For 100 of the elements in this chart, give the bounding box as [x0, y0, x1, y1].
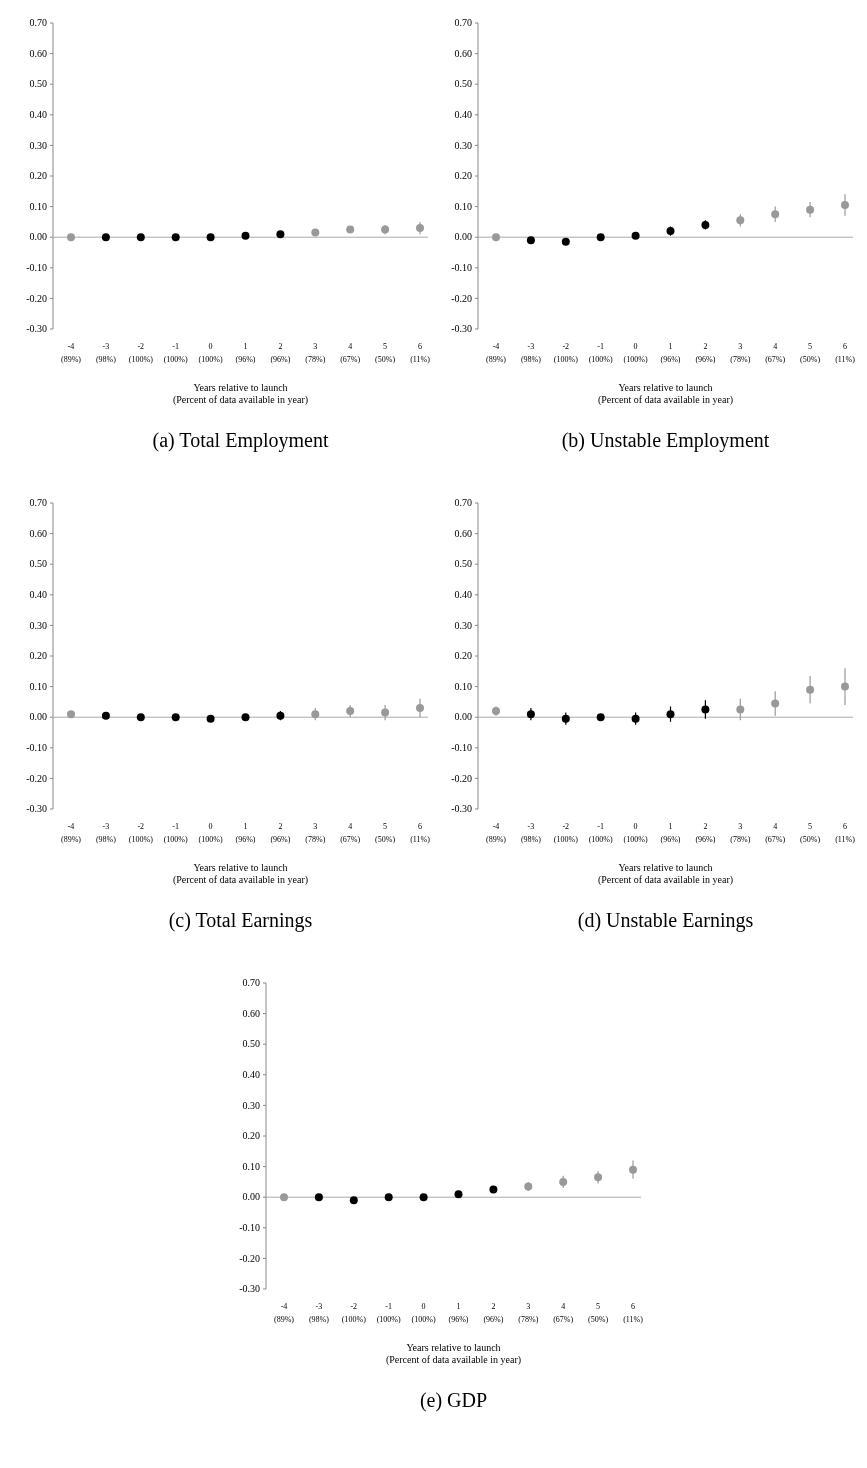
- x-tick-label: -1 (100%): [163, 342, 189, 364]
- y-tick-label: 0.60: [29, 47, 47, 59]
- x-tick-label: 6 (11%): [410, 822, 431, 844]
- text: (d) Unstable Earnings: [577, 909, 754, 932]
- y-tick-label: -0.10: [451, 262, 472, 273]
- y-tick-label: -0.10: [451, 742, 472, 753]
- text: (a) Total Employment: [152, 429, 329, 452]
- x-tick-label: 2 (96%): [270, 822, 291, 844]
- x-tick-label: -2 (100%): [553, 822, 579, 844]
- y-tick-label: 0.50: [454, 78, 472, 90]
- y-tick-label: 0.10: [454, 680, 472, 692]
- x-tick-label: -1 (100%): [588, 342, 614, 364]
- x-tick-label: 2 (96%): [695, 342, 716, 364]
- x-tick-label: 0 (100%): [198, 342, 223, 364]
- y-tick-label: 0.00: [242, 1191, 260, 1203]
- y-tick-label: 0.00: [29, 711, 47, 723]
- x-tick-label: 2 (96%): [483, 1302, 504, 1324]
- y-tick-label: 0.50: [29, 78, 47, 90]
- y-tick-label: 0.10: [242, 1160, 260, 1172]
- y-tick-label: -0.10: [26, 742, 47, 753]
- y-tick-label: 0.40: [29, 109, 47, 120]
- x-tick-label: 0 (100%): [198, 822, 223, 844]
- y-tick-label: 0.20: [454, 650, 472, 662]
- x-tick-label: 1 (96%): [235, 342, 256, 364]
- y-tick-label: 0.30: [242, 1099, 260, 1111]
- y-tick-label: -0.10: [26, 262, 47, 273]
- y-tick-label: 0.60: [454, 527, 472, 539]
- x-tick-label: 4 (67%): [340, 822, 361, 844]
- x-tick-label: 0 (100%): [411, 1302, 436, 1324]
- x-tick-label: 5 (50%): [375, 822, 396, 844]
- x-tick-label: -1 (100%): [376, 1302, 402, 1324]
- y-tick-label: 0.10: [454, 200, 472, 212]
- x-tick-label: -1 (100%): [588, 822, 614, 844]
- y-tick-label: -0.20: [239, 1252, 260, 1264]
- x-tick-label: 6 (11%): [835, 822, 856, 844]
- y-tick-label: 0.50: [242, 1038, 260, 1050]
- x-tick-label: 1 (96%): [448, 1302, 469, 1324]
- x-tick-label: 3 (78%): [305, 342, 326, 364]
- y-tick-label: 0.20: [29, 170, 47, 182]
- y-tick-label: 0.70: [242, 977, 260, 989]
- y-tick-label: 0.10: [29, 200, 47, 212]
- x-tick-label: 2 (96%): [695, 822, 716, 844]
- y-tick-label: 0.30: [29, 619, 47, 631]
- x-axis-title: Years relative to launch (Percent of data available in year): [597, 862, 734, 886]
- x-tick-label: -3 (98%): [520, 822, 542, 844]
- x-tick-label: -2 (100%): [128, 822, 154, 844]
- x-tick-label: 6 (11%): [623, 1302, 644, 1324]
- y-tick-label: 0.40: [242, 1069, 260, 1080]
- text: (b) Unstable Employment: [561, 429, 770, 452]
- y-tick-label: 0.70: [29, 497, 47, 509]
- text: (e) GDP: [419, 1389, 488, 1412]
- x-tick-label: 1 (96%): [660, 822, 681, 844]
- y-tick-label: 0.30: [29, 139, 47, 151]
- y-tick-label: 0.20: [454, 170, 472, 182]
- y-tick-label: 0.20: [29, 650, 47, 662]
- y-tick-label: 0.50: [29, 558, 47, 570]
- y-tick-label: 0.70: [29, 17, 47, 29]
- y-tick-label: 0.30: [454, 139, 472, 151]
- x-tick-label: -4 (89%): [486, 342, 507, 364]
- x-tick-label: -4 (89%): [486, 822, 507, 844]
- x-tick-label: 3 (78%): [730, 822, 751, 844]
- y-tick-label: 0.50: [454, 558, 472, 570]
- y-tick-label: -0.30: [26, 323, 47, 335]
- x-tick-label: -2 (100%): [341, 1302, 367, 1324]
- x-tick-label: 4 (67%): [765, 822, 786, 844]
- x-tick-label: 6 (11%): [835, 342, 856, 364]
- x-axis-title: Years relative to launch (Percent of data available in year): [385, 1342, 522, 1366]
- x-tick-label: -3 (98%): [95, 342, 117, 364]
- x-tick-label: 3 (78%): [518, 1302, 539, 1324]
- x-tick-label: 3 (78%): [305, 822, 326, 844]
- x-tick-label: 1 (96%): [235, 822, 256, 844]
- y-tick-label: -0.30: [451, 803, 472, 815]
- y-tick-label: 0.00: [454, 711, 472, 723]
- y-tick-label: 0.60: [29, 527, 47, 539]
- y-tick-label: -0.10: [239, 1222, 260, 1233]
- y-tick-label: -0.20: [451, 772, 472, 784]
- y-tick-label: 0.00: [454, 231, 472, 243]
- x-tick-label: -1 (100%): [163, 822, 189, 844]
- x-axis-title: Years relative to launch (Percent of data available in year): [597, 382, 734, 406]
- x-tick-label: 5 (50%): [800, 822, 821, 844]
- x-axis-title: Years relative to launch (Percent of data available in year): [172, 862, 309, 886]
- y-tick-label: 0.30: [454, 619, 472, 631]
- x-tick-label: 1 (96%): [660, 342, 681, 364]
- y-tick-label: 0.00: [29, 231, 47, 243]
- y-tick-label: -0.20: [451, 292, 472, 304]
- x-tick-label: -2 (100%): [128, 342, 154, 364]
- y-tick-label: 0.40: [29, 589, 47, 600]
- x-tick-label: -4 (89%): [274, 1302, 295, 1324]
- y-tick-label: -0.30: [26, 803, 47, 815]
- x-tick-label: -2 (100%): [553, 342, 579, 364]
- x-tick-label: 4 (67%): [553, 1302, 574, 1324]
- x-tick-label: 0 (100%): [623, 342, 648, 364]
- x-tick-label: 5 (50%): [800, 342, 821, 364]
- x-tick-label: 4 (67%): [765, 342, 786, 364]
- x-tick-label: 2 (96%): [270, 342, 291, 364]
- y-tick-label: -0.20: [26, 292, 47, 304]
- x-tick-label: 0 (100%): [623, 822, 648, 844]
- y-tick-label: 0.40: [454, 589, 472, 600]
- y-tick-label: 0.60: [242, 1007, 260, 1019]
- y-tick-label: -0.20: [26, 772, 47, 784]
